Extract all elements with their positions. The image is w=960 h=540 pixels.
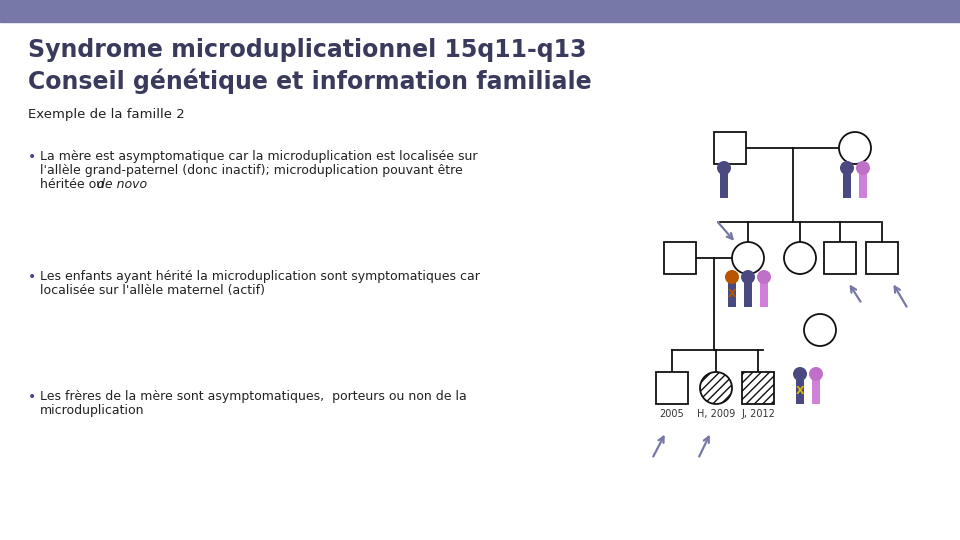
Circle shape bbox=[856, 161, 870, 175]
Text: •: • bbox=[28, 150, 36, 164]
Text: 2005: 2005 bbox=[660, 409, 684, 419]
Text: Syndrome microduplicationnel 15q11-q13: Syndrome microduplicationnel 15q11-q13 bbox=[28, 38, 587, 62]
Text: Conseil génétique et information familiale: Conseil génétique et information familia… bbox=[28, 68, 591, 93]
Circle shape bbox=[784, 242, 816, 274]
Text: X: X bbox=[796, 386, 804, 396]
Bar bbox=[859, 172, 867, 198]
Bar bbox=[866, 242, 898, 274]
Text: localisée sur l'allèle maternel (actif): localisée sur l'allèle maternel (actif) bbox=[40, 284, 265, 297]
Text: Les frères de la mère sont asymptomatiques,  porteurs ou non de la: Les frères de la mère sont asymptomatiqu… bbox=[40, 390, 467, 403]
Circle shape bbox=[717, 161, 731, 175]
Circle shape bbox=[809, 367, 823, 381]
Bar bbox=[0, 0, 960, 22]
Text: La mère est asymptomatique car la microduplication est localisée sur: La mère est asymptomatique car la microd… bbox=[40, 150, 477, 163]
Circle shape bbox=[725, 270, 739, 284]
Bar bbox=[664, 242, 696, 274]
Bar bbox=[796, 378, 804, 404]
Text: héritée ou: héritée ou bbox=[40, 178, 108, 191]
Text: •: • bbox=[28, 390, 36, 404]
Circle shape bbox=[757, 270, 771, 284]
Circle shape bbox=[732, 242, 764, 274]
Bar bbox=[843, 172, 851, 198]
Bar bbox=[728, 281, 736, 307]
Text: microduplication: microduplication bbox=[40, 404, 145, 417]
Bar bbox=[656, 372, 688, 404]
Bar bbox=[812, 378, 820, 404]
Bar bbox=[714, 132, 746, 164]
Circle shape bbox=[840, 161, 854, 175]
Text: H, 2009: H, 2009 bbox=[697, 409, 735, 419]
Circle shape bbox=[700, 372, 732, 404]
Bar bbox=[720, 172, 728, 198]
Circle shape bbox=[804, 314, 836, 346]
Bar bbox=[742, 372, 774, 404]
Text: •: • bbox=[28, 270, 36, 284]
Bar bbox=[760, 281, 768, 307]
Bar bbox=[824, 242, 856, 274]
Text: l'allèle grand-paternel (donc inactif); microduplication pouvant être: l'allèle grand-paternel (donc inactif); … bbox=[40, 164, 463, 177]
Circle shape bbox=[839, 132, 871, 164]
Bar bbox=[744, 281, 752, 307]
Text: X: X bbox=[728, 289, 736, 299]
Circle shape bbox=[741, 270, 755, 284]
Text: Exemple de la famille 2: Exemple de la famille 2 bbox=[28, 108, 184, 121]
Text: Les enfants ayant hérité la microduplication sont symptomatiques car: Les enfants ayant hérité la microduplica… bbox=[40, 270, 480, 283]
Text: J, 2012: J, 2012 bbox=[741, 409, 775, 419]
Text: de novo: de novo bbox=[97, 178, 147, 191]
Circle shape bbox=[793, 367, 807, 381]
